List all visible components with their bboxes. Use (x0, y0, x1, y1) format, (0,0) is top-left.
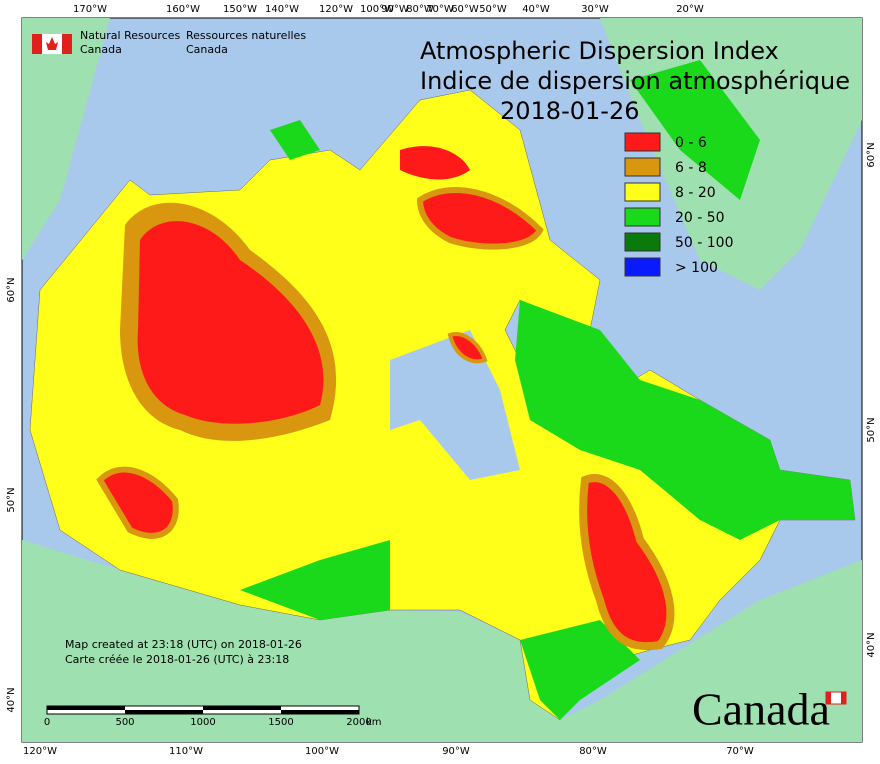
top-axis-label: 50°W (479, 4, 507, 15)
top-axis-label: 90°W (381, 4, 409, 15)
top-axis-label: 120°W (319, 4, 353, 15)
agency-fr-2: Canada (186, 43, 228, 56)
top-axis-label: 100°W (360, 4, 394, 15)
left-axis-label: 50°N (6, 487, 17, 512)
bottom-axis-label: 120°W (23, 746, 57, 757)
top-axis-label: 30°W (581, 4, 609, 15)
agency: Natural Resources Canada Ressources natu… (32, 29, 306, 56)
top-axis-label: 20°W (676, 4, 704, 15)
wordmark: Canada (692, 684, 847, 735)
scale-bar: km 0 500 1000 1500 2000 (44, 705, 382, 728)
legend-swatch (624, 232, 661, 252)
legend-swatch (624, 132, 661, 152)
top-axis-label: 40°W (522, 4, 550, 15)
top-axis-label: 150°W (223, 4, 257, 15)
title-block: Atmospheric Dispersion Index Indice de d… (420, 37, 850, 125)
legend-label: 0 - 6 (675, 135, 707, 151)
scale-segment (125, 710, 203, 714)
legend-swatch (624, 207, 661, 227)
top-axis-label: 60°W (451, 4, 479, 15)
top-axis-label: 80°W (406, 4, 434, 15)
bottom-axis-label: 70°W (726, 746, 754, 757)
top-axis-label: 70°W (426, 4, 454, 15)
scale-segment (281, 710, 359, 714)
top-axis-label: 170°W (73, 4, 107, 15)
legend-label: 20 - 50 (675, 210, 725, 226)
legend-swatch (624, 257, 661, 277)
title-date: 2018-01-26 (500, 97, 639, 125)
notes: Map created at 23:18 (UTC) on 2018-01-26… (65, 638, 302, 666)
map-base (22, 18, 862, 742)
agency-en: Natural Resources (80, 29, 181, 42)
scale-label: 1500 (268, 717, 293, 728)
legend-label: 6 - 8 (675, 160, 707, 176)
scale-label: 500 (115, 717, 134, 728)
legend-swatch (624, 182, 661, 202)
title-fr: Indice de dispersion atmosphérique (420, 67, 850, 95)
left-axis-label: 60°N (6, 277, 17, 302)
right-axis-label: 60°N (866, 142, 877, 167)
legend-label: 8 - 20 (675, 185, 716, 201)
scale-segment (47, 706, 125, 710)
agency-en-2: Canada (80, 43, 122, 56)
scale-unit: km (366, 717, 382, 728)
canada-wordmark: Canada (692, 684, 830, 735)
title-en: Atmospheric Dispersion Index (420, 37, 779, 65)
top-axis-label: 140°W (265, 4, 299, 15)
legend-swatch (624, 157, 661, 177)
top-axis-label: 160°W (166, 4, 200, 15)
note: Carte créée le 2018-01-26 (UTC) à 23:18 (65, 653, 289, 666)
scale-label: 1000 (190, 717, 215, 728)
scale-segment (203, 706, 281, 710)
bottom-axis-label: 110°W (169, 746, 203, 757)
bottom-axis-label: 100°W (305, 746, 339, 757)
bottom-axis-label: 90°W (442, 746, 470, 757)
note: Map created at 23:18 (UTC) on 2018-01-26 (65, 638, 302, 651)
scale-label: 0 (44, 717, 50, 728)
right-axis-label: 50°N (866, 417, 877, 442)
right-axis-label: 40°N (866, 632, 877, 657)
left-axis-label: 40°N (6, 687, 17, 712)
agency-fr: Ressources naturelles (186, 29, 306, 42)
legend-label: 50 - 100 (675, 235, 734, 251)
legend-label: > 100 (675, 260, 718, 276)
scale-label: 2000 (346, 717, 371, 728)
bottom-axis-label: 80°W (579, 746, 607, 757)
